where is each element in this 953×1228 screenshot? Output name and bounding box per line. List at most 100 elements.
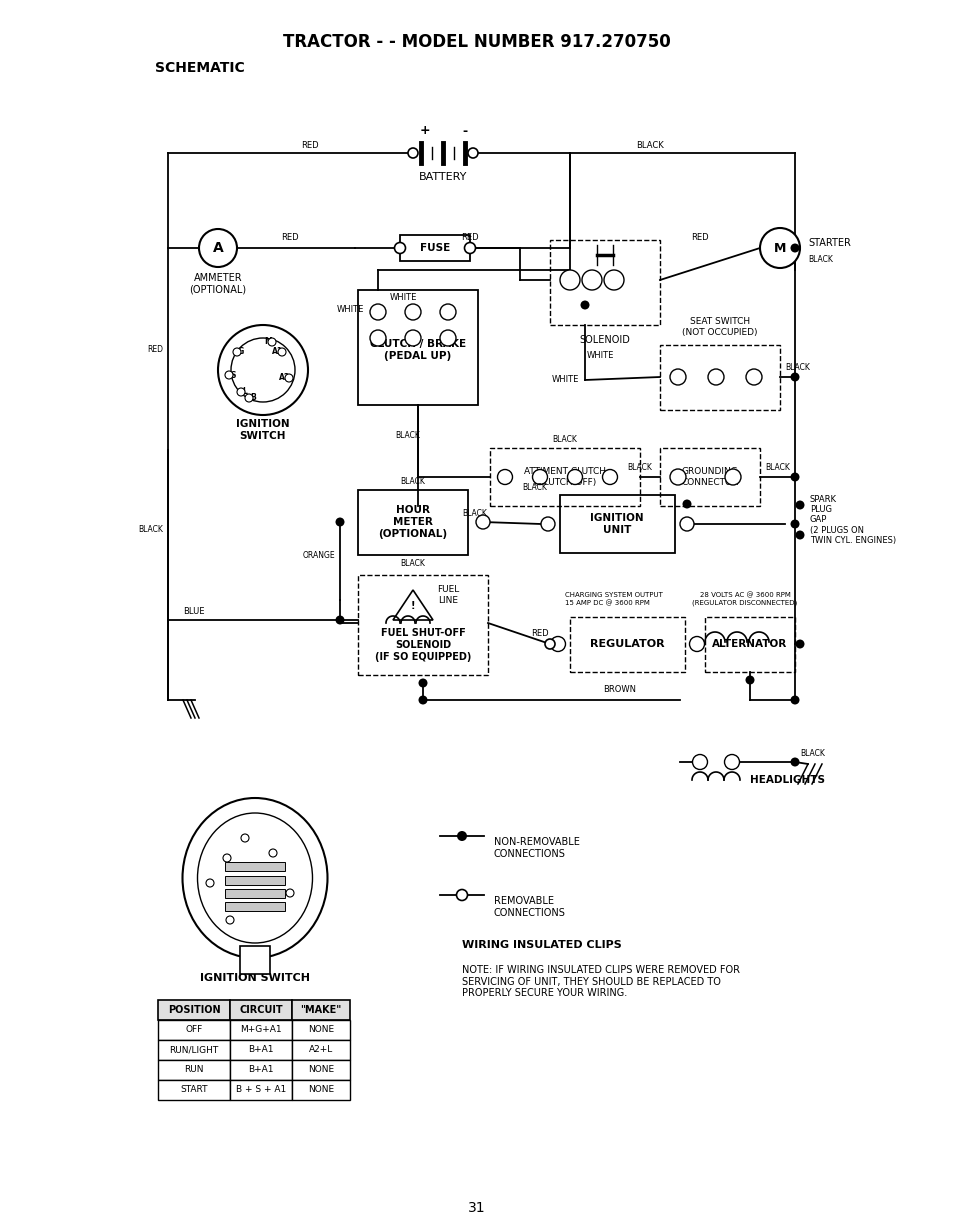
Text: NONE: NONE bbox=[308, 1025, 334, 1034]
Text: CLUTCH / BRAKE
(PEDAL UP): CLUTCH / BRAKE (PEDAL UP) bbox=[370, 339, 466, 361]
Text: "MAKE": "MAKE" bbox=[300, 1005, 341, 1016]
Circle shape bbox=[418, 695, 427, 705]
Text: AMMETER
(OPTIONAL): AMMETER (OPTIONAL) bbox=[190, 273, 246, 295]
Bar bbox=[158, 1000, 230, 1020]
Text: BLACK: BLACK bbox=[764, 463, 789, 472]
Circle shape bbox=[241, 834, 249, 842]
Text: SEAT SWITCH
(NOT OCCUPIED): SEAT SWITCH (NOT OCCUPIED) bbox=[681, 317, 757, 336]
Text: CHARGING SYSTEM OUTPUT
15 AMP DC @ 3600 RPM: CHARGING SYSTEM OUTPUT 15 AMP DC @ 3600 … bbox=[564, 592, 662, 605]
Bar bbox=[357, 575, 488, 675]
Circle shape bbox=[745, 368, 761, 386]
Bar bbox=[158, 1079, 230, 1100]
Text: SOLENOID: SOLENOID bbox=[579, 335, 630, 345]
Text: FUEL
LINE: FUEL LINE bbox=[436, 586, 458, 604]
Text: RED: RED bbox=[281, 233, 298, 242]
Circle shape bbox=[681, 500, 691, 508]
Bar bbox=[550, 239, 659, 325]
Text: ORANGE: ORANGE bbox=[302, 550, 335, 560]
Text: SCHEMATIC: SCHEMATIC bbox=[154, 61, 245, 75]
Bar bbox=[292, 1020, 350, 1040]
Circle shape bbox=[439, 330, 456, 346]
Text: BLACK: BLACK bbox=[800, 749, 824, 759]
Circle shape bbox=[669, 368, 685, 386]
Text: BLACK: BLACK bbox=[636, 140, 663, 150]
Bar bbox=[225, 862, 285, 871]
Text: NONE: NONE bbox=[308, 1066, 334, 1074]
Text: WHITE: WHITE bbox=[551, 376, 578, 384]
Circle shape bbox=[692, 754, 707, 770]
Text: A1: A1 bbox=[267, 839, 279, 847]
Text: ALTERNATOR: ALTERNATOR bbox=[712, 639, 787, 650]
Text: A: A bbox=[213, 241, 223, 255]
Circle shape bbox=[456, 831, 467, 841]
Bar bbox=[230, 1000, 292, 1020]
Text: G: G bbox=[223, 844, 231, 852]
Text: B+A1: B+A1 bbox=[248, 1045, 274, 1055]
Text: 31: 31 bbox=[468, 1201, 485, 1214]
Text: G: G bbox=[237, 348, 244, 356]
Circle shape bbox=[476, 515, 490, 529]
Circle shape bbox=[603, 270, 623, 290]
Bar bbox=[292, 1000, 350, 1020]
Circle shape bbox=[581, 270, 601, 290]
Text: A2: A2 bbox=[283, 878, 295, 888]
Circle shape bbox=[206, 879, 213, 887]
Bar bbox=[659, 345, 780, 410]
Bar bbox=[230, 1079, 292, 1100]
Circle shape bbox=[269, 849, 276, 857]
Text: RED: RED bbox=[460, 233, 478, 242]
Circle shape bbox=[231, 338, 294, 402]
Circle shape bbox=[439, 305, 456, 321]
Text: NONE: NONE bbox=[308, 1086, 334, 1094]
Circle shape bbox=[497, 469, 512, 485]
Bar bbox=[357, 490, 468, 555]
Text: M: M bbox=[264, 338, 272, 346]
Text: L: L bbox=[242, 388, 247, 397]
Circle shape bbox=[795, 530, 803, 539]
Text: BLACK: BLACK bbox=[522, 483, 547, 491]
Circle shape bbox=[679, 517, 693, 530]
Text: WIRING INSULATED CLIPS: WIRING INSULATED CLIPS bbox=[461, 939, 621, 950]
Bar bbox=[292, 1040, 350, 1060]
Bar bbox=[225, 889, 285, 898]
Bar bbox=[569, 616, 684, 672]
Text: BLACK: BLACK bbox=[138, 526, 163, 534]
Circle shape bbox=[669, 469, 685, 485]
Text: BLACK: BLACK bbox=[400, 559, 425, 567]
Text: 28 VOLTS AC @ 3600 RPM
(REGULATOR DISCONNECTED): 28 VOLTS AC @ 3600 RPM (REGULATOR DISCON… bbox=[692, 592, 797, 605]
Circle shape bbox=[724, 469, 740, 485]
Text: SPARK
PLUG
GAP
(2 PLUGS ON
TWIN CYL. ENGINES): SPARK PLUG GAP (2 PLUGS ON TWIN CYL. ENG… bbox=[809, 495, 895, 545]
Circle shape bbox=[335, 615, 344, 625]
Circle shape bbox=[370, 305, 386, 321]
Circle shape bbox=[335, 517, 344, 527]
Text: HEADLIGHTS: HEADLIGHTS bbox=[749, 775, 824, 785]
Text: NOTE: IF WIRING INSULATED CLIPS WERE REMOVED FOR
SERVICING OF UNIT, THEY SHOULD : NOTE: IF WIRING INSULATED CLIPS WERE REM… bbox=[461, 965, 740, 998]
Circle shape bbox=[370, 330, 386, 346]
Circle shape bbox=[233, 348, 241, 356]
Circle shape bbox=[744, 675, 754, 684]
Text: RUN/LIGHT: RUN/LIGHT bbox=[170, 1045, 218, 1055]
Text: A2+L: A2+L bbox=[309, 1045, 333, 1055]
Ellipse shape bbox=[182, 798, 327, 958]
Text: A1: A1 bbox=[273, 348, 283, 356]
Text: WHITE: WHITE bbox=[586, 350, 613, 360]
Bar bbox=[158, 1020, 230, 1040]
Text: ATT'MENT CLUTCH
(CLUTCH OFF): ATT'MENT CLUTCH (CLUTCH OFF) bbox=[523, 468, 605, 486]
Text: M+G+A1: M+G+A1 bbox=[240, 1025, 281, 1034]
Bar bbox=[225, 903, 285, 911]
Circle shape bbox=[225, 371, 233, 379]
Circle shape bbox=[405, 305, 420, 321]
Text: BLACK: BLACK bbox=[462, 510, 487, 518]
Bar bbox=[158, 1040, 230, 1060]
Text: REGULATOR: REGULATOR bbox=[589, 639, 663, 650]
Bar bbox=[357, 290, 477, 405]
Text: S: S bbox=[230, 371, 235, 379]
Text: BLUE: BLUE bbox=[183, 608, 204, 616]
Bar bbox=[230, 1060, 292, 1079]
Text: BATTERY: BATTERY bbox=[418, 172, 467, 182]
Text: FUSE: FUSE bbox=[419, 243, 450, 253]
Text: STARTER: STARTER bbox=[807, 238, 850, 248]
Circle shape bbox=[532, 469, 547, 485]
Circle shape bbox=[723, 754, 739, 770]
Text: RED: RED bbox=[147, 345, 163, 355]
